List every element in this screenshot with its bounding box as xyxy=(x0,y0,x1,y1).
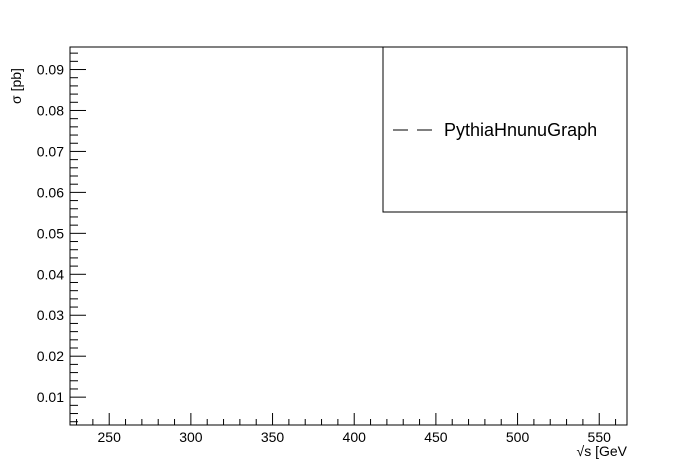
y-tick-label: 0.08 xyxy=(37,102,64,118)
y-tick-label: 0.05 xyxy=(37,225,64,241)
x-axis-ticks xyxy=(76,413,617,425)
y-tick-label: 0.06 xyxy=(37,184,64,200)
y-axis-title: σ [pb] xyxy=(8,68,24,104)
x-tick-label: 250 xyxy=(98,429,122,445)
y-tick-label: 0.01 xyxy=(37,389,64,405)
x-tick-label: 500 xyxy=(506,429,530,445)
x-axis-tick-labels: 250 300 350 400 450 500 550 xyxy=(98,429,612,445)
x-tick-label: 550 xyxy=(588,429,612,445)
y-axis-ticks xyxy=(70,52,86,423)
y-tick-label: 0.03 xyxy=(37,307,64,323)
x-tick-label: 400 xyxy=(343,429,367,445)
legend-entry-label: PythiaHnunuGraph xyxy=(444,120,597,140)
x-tick-label: 450 xyxy=(424,429,448,445)
y-tick-label: 0.02 xyxy=(37,348,64,364)
plot-frame xyxy=(69,46,628,426)
y-axis-tick-labels: 0.01 0.02 0.03 0.04 0.05 0.06 0.07 0.08 0.09 xyxy=(37,62,64,406)
y-tick-label: 0.04 xyxy=(37,266,64,282)
y-tick-label: 0.07 xyxy=(37,143,64,159)
x-tick-label: 300 xyxy=(179,429,203,445)
y-tick-label: 0.09 xyxy=(37,62,64,78)
x-tick-label: 350 xyxy=(261,429,285,445)
legend: PythiaHnunuGraph xyxy=(382,46,628,213)
x-axis-title: √s [GeV xyxy=(577,443,628,459)
